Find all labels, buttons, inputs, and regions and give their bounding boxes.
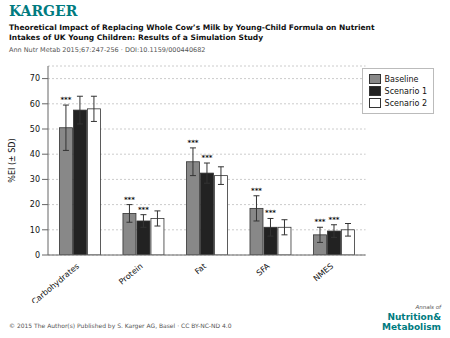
html-text:Scenario 2: Scenario 2 bbox=[384, 98, 427, 108]
svg-text:60: 60 bbox=[30, 100, 40, 109]
html-text:Theoretical Impact of Replacin: Theoretical Impact of Replacing Whole Co… bbox=[9, 23, 375, 42]
svg-text:20: 20 bbox=[30, 200, 40, 209]
svg-text:***: *** bbox=[60, 96, 71, 104]
svg-text:NMES: NMES bbox=[312, 262, 335, 284]
html-text:Ann Nutr Metab 2015;67:247-256: Ann Nutr Metab 2015;67:247-256 · DOI:10.… bbox=[9, 46, 206, 54]
svg-text:***: *** bbox=[329, 216, 340, 224]
svg-text:SFA: SFA bbox=[255, 261, 272, 278]
html-text:KARGER: KARGER bbox=[9, 3, 78, 19]
html-text:Nutrition& Metabolism: Nutrition& Metabolism bbox=[382, 312, 441, 332]
svg-text:***: *** bbox=[315, 218, 326, 226]
svg-text:Carbohydrates: Carbohydrates bbox=[30, 262, 81, 303]
svg-text:40: 40 bbox=[30, 150, 40, 159]
svg-text:%EI (± SD): %EI (± SD) bbox=[8, 138, 17, 182]
html-text:Baseline: Baseline bbox=[384, 74, 419, 84]
svg-text:***: *** bbox=[251, 187, 262, 195]
html-text:Scenario 1: Scenario 1 bbox=[384, 86, 427, 96]
svg-text:0: 0 bbox=[35, 251, 40, 260]
svg-text:***: *** bbox=[265, 209, 276, 217]
svg-text:***: *** bbox=[187, 139, 198, 147]
svg-text:70: 70 bbox=[30, 74, 40, 83]
svg-text:30: 30 bbox=[30, 175, 40, 184]
svg-text:Protein: Protein bbox=[117, 262, 144, 287]
svg-text:***: *** bbox=[138, 206, 149, 214]
html-text:Annals of: Annals of bbox=[415, 304, 441, 310]
svg-text:***: *** bbox=[124, 196, 135, 204]
svg-text:10: 10 bbox=[30, 226, 40, 235]
svg-text:50: 50 bbox=[30, 125, 40, 134]
svg-text:***: *** bbox=[201, 154, 212, 162]
svg-text:Fat: Fat bbox=[193, 262, 208, 277]
html-text:© 2015 The Author(s) Published: © 2015 The Author(s) Published by S. Kar… bbox=[9, 322, 232, 329]
